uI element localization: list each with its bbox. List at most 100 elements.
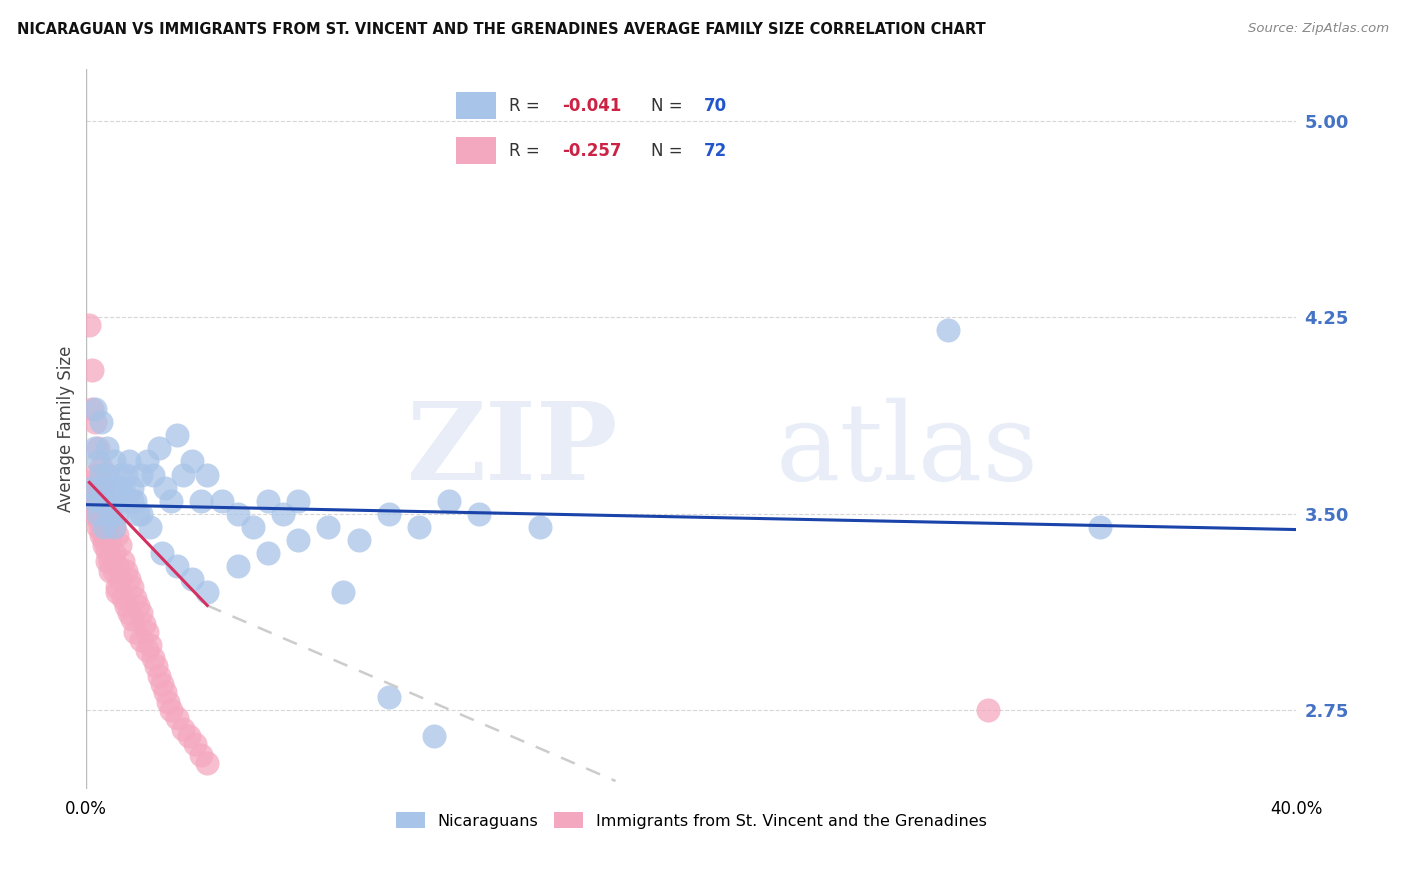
Point — [150, 677, 173, 691]
Point — [105, 585, 128, 599]
Point — [142, 651, 165, 665]
Point — [256, 546, 278, 560]
Point — [82, 486, 104, 500]
Point — [271, 507, 294, 521]
Point — [100, 554, 122, 568]
Point — [124, 624, 146, 639]
Y-axis label: Average Family Size: Average Family Size — [58, 345, 75, 512]
Text: R =: R = — [509, 96, 546, 114]
Point — [105, 559, 128, 574]
Legend: Nicaraguans, Immigrants from St. Vincent and the Grenadines: Nicaraguans, Immigrants from St. Vincent… — [389, 805, 993, 835]
Point — [103, 520, 125, 534]
Point — [103, 454, 125, 468]
Point — [148, 669, 170, 683]
Point — [93, 538, 115, 552]
Point — [1088, 520, 1111, 534]
Point — [100, 507, 122, 521]
Text: 70: 70 — [704, 96, 727, 114]
Point — [195, 756, 218, 770]
Point — [84, 415, 107, 429]
Point — [84, 442, 107, 456]
Point — [129, 507, 152, 521]
Point — [79, 318, 101, 333]
Point — [211, 493, 233, 508]
Point — [82, 402, 104, 417]
Point — [108, 481, 131, 495]
Point — [114, 565, 136, 579]
Point — [79, 493, 101, 508]
Point — [529, 520, 551, 534]
Text: N =: N = — [651, 96, 688, 114]
Point — [439, 493, 461, 508]
FancyBboxPatch shape — [456, 92, 496, 119]
Point — [84, 467, 107, 482]
Text: R =: R = — [509, 142, 546, 160]
Point — [142, 467, 165, 482]
FancyBboxPatch shape — [456, 137, 496, 164]
Point — [84, 507, 107, 521]
Point — [114, 493, 136, 508]
Point — [121, 580, 143, 594]
Point — [132, 616, 155, 631]
Point — [153, 481, 176, 495]
Point — [96, 520, 118, 534]
Point — [127, 507, 149, 521]
Point — [195, 467, 218, 482]
Point — [135, 624, 157, 639]
Text: N =: N = — [651, 142, 688, 160]
Point — [87, 520, 110, 534]
Point — [117, 572, 139, 586]
Point — [127, 599, 149, 613]
Point — [121, 612, 143, 626]
Point — [195, 585, 218, 599]
Point — [150, 546, 173, 560]
Point — [181, 572, 204, 586]
Point — [90, 415, 112, 429]
Point — [105, 580, 128, 594]
Point — [82, 363, 104, 377]
Point — [256, 493, 278, 508]
Point — [124, 591, 146, 605]
Point — [190, 747, 212, 762]
Point — [242, 520, 264, 534]
Point — [117, 607, 139, 621]
Point — [87, 512, 110, 526]
Point — [408, 520, 430, 534]
Point — [129, 607, 152, 621]
Point — [114, 467, 136, 482]
Point — [105, 507, 128, 521]
Point — [100, 533, 122, 547]
Point — [96, 493, 118, 508]
Point — [226, 507, 249, 521]
Point — [90, 467, 112, 482]
Point — [124, 493, 146, 508]
Text: -0.257: -0.257 — [562, 142, 621, 160]
Point — [87, 442, 110, 456]
Point — [108, 538, 131, 552]
Point — [90, 459, 112, 474]
Point — [111, 591, 134, 605]
Point — [90, 493, 112, 508]
Point — [84, 402, 107, 417]
Point — [100, 507, 122, 521]
Point — [172, 722, 194, 736]
Text: Source: ZipAtlas.com: Source: ZipAtlas.com — [1249, 22, 1389, 36]
Point — [93, 507, 115, 521]
Point — [96, 442, 118, 456]
Point — [190, 493, 212, 508]
Point — [103, 565, 125, 579]
Point — [172, 467, 194, 482]
Point — [166, 711, 188, 725]
Point — [100, 565, 122, 579]
Point — [139, 520, 162, 534]
Point — [135, 643, 157, 657]
Point — [423, 730, 446, 744]
Point — [93, 481, 115, 495]
Point — [179, 730, 201, 744]
Point — [153, 685, 176, 699]
Point — [96, 554, 118, 568]
Point — [100, 493, 122, 508]
Point — [184, 737, 207, 751]
Text: 72: 72 — [704, 142, 727, 160]
Point — [79, 475, 101, 490]
